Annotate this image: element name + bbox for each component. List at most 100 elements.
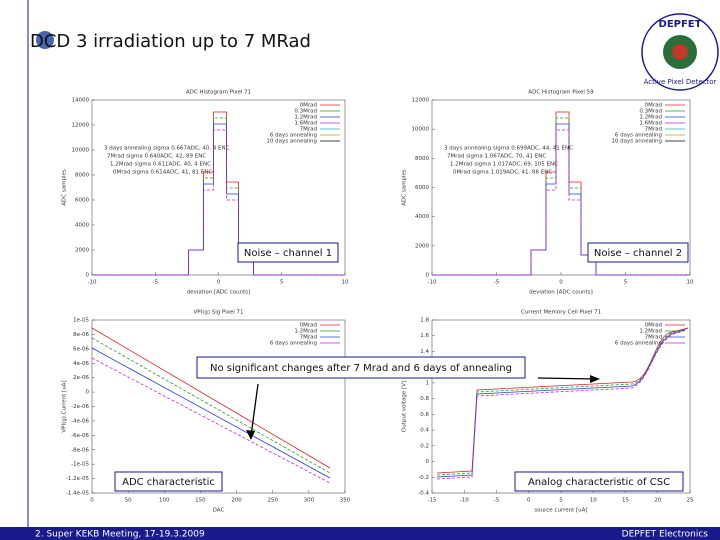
footer-right: DEPFET Electronics	[622, 530, 709, 540]
legend-label: 6 days annealing	[615, 133, 662, 139]
y-tick-label: 6000	[75, 198, 89, 204]
logo-center	[672, 44, 688, 60]
callout-box	[237, 242, 339, 263]
legend-label: 7Mrad	[300, 127, 317, 133]
plot: Current Memory Cell Pixel 71 source curre…	[402, 310, 694, 514]
curve	[436, 327, 689, 474]
legend-label: 0.3Mrad	[294, 109, 317, 115]
y-tick-label: 0.6	[420, 412, 429, 418]
fit-note: 0Mrad sigma 1.019ADC, 41, 86 ENC	[453, 170, 552, 176]
fit-note: 0Mrad sigma 0.614ADC, 41, 81 ENC	[113, 170, 212, 176]
callout-box	[587, 242, 689, 263]
y-tick-label: 2e-06	[73, 375, 89, 381]
y-axis-title: VPI(g) Current [uA]	[62, 380, 68, 432]
callout: Noise – channel 1	[244, 248, 332, 259]
legend-label: 1.2Mrad	[294, 115, 317, 121]
plot-title: ADC Histogram Pixel 59	[528, 90, 594, 96]
legend-label: 1.2Mrad	[639, 115, 662, 121]
y-tick-label: 2000	[415, 243, 429, 249]
y-tick-label: -6e-06	[71, 433, 89, 439]
x-tick-label: 300	[304, 498, 315, 504]
logo-bottom-text: Active Pixel Detector	[644, 78, 717, 86]
legend-label: 6 days annealing	[270, 341, 317, 347]
y-tick-label: -0.2	[418, 475, 429, 481]
x-tick-label: 0	[90, 498, 94, 504]
x-tick-label: -10	[428, 280, 437, 286]
callout: Noise – channel 2	[594, 248, 682, 259]
x-axis-title: deviation [ADC counts]	[187, 290, 251, 296]
center-callout-box	[196, 356, 526, 379]
arrow	[537, 377, 597, 380]
curve	[92, 129, 345, 276]
x-tick-label: -5	[494, 498, 500, 504]
y-tick-label: 1.4	[420, 349, 429, 355]
x-tick-label: 5	[280, 280, 284, 286]
legend-label: 0.3Mrad	[639, 109, 662, 115]
title-bullet	[36, 31, 54, 49]
x-tick-label: 10	[342, 280, 349, 286]
legend-label: 0Mrad	[645, 103, 662, 109]
curve	[91, 327, 331, 469]
x-tick-label: -5	[494, 280, 500, 286]
y-tick-label: 8000	[415, 156, 429, 162]
plot: ADC Histogram Pixel 59 deviation [ADC cou…	[402, 90, 694, 296]
y-tick-label: 0	[426, 459, 430, 465]
fit-note: 1.2Mrad sigma 0.611ADC, 40, 4 ENC	[110, 162, 211, 168]
y-tick-label: 1.8	[420, 318, 429, 324]
arrow-head	[590, 375, 600, 383]
y-axis-title: Output voltage [V]	[402, 381, 408, 432]
y-tick-label: 4e-06	[73, 361, 89, 367]
x-tick-label: 250	[267, 498, 278, 504]
x-tick-label: 100	[159, 498, 170, 504]
y-tick-label: 0	[426, 273, 430, 279]
x-tick-label: -15	[428, 498, 437, 504]
plot: VPI(g) Sig Pixel 71 DAC VPI(g) Current [uA…	[62, 310, 351, 514]
fit-note: 3 days annealing sigma 0.699ADC, 44, 41 …	[444, 146, 573, 152]
legend-label: 1.2Mrad	[294, 329, 317, 335]
arrow-head	[246, 430, 255, 440]
y-tick-label: 6e-06	[73, 346, 89, 352]
legend-label: 1.6Mrad	[639, 121, 662, 127]
curve	[91, 347, 331, 479]
x-tick-label: 20	[654, 498, 661, 504]
y-axis-title: ADC samples	[62, 169, 68, 206]
x-tick-label: 15	[622, 498, 629, 504]
slide-title: DCD 3 irradiation up to 7 MRad	[30, 31, 311, 52]
y-tick-label: 8000	[75, 173, 89, 179]
x-axis-title: source current [uA]	[534, 508, 587, 514]
x-tick-label: -5	[153, 280, 159, 286]
legend-label: 10 days annealing	[266, 139, 317, 145]
callout-box	[114, 471, 223, 492]
x-tick-label: 5	[559, 498, 563, 504]
curve	[436, 327, 689, 476]
legend-label: 6 days annealing	[615, 341, 662, 347]
x-tick-label: -10	[88, 280, 97, 286]
x-tick-label: 0	[527, 498, 531, 504]
y-tick-label: -4e-06	[71, 418, 89, 424]
fit-note: 3 days annealing sigma 0.667ADC, 40, 4 E…	[104, 146, 230, 152]
legend-label: 7Mrad	[645, 127, 662, 133]
y-tick-label: -8e-06	[71, 447, 89, 453]
x-tick-label: 350	[340, 498, 351, 504]
y-tick-label: 14000	[72, 98, 90, 104]
y-tick-label: 1	[426, 380, 430, 386]
x-tick-label: -10	[460, 498, 469, 504]
legend-label: 1.6Mrad	[294, 121, 317, 127]
fit-note: 1.2Mrad sigma 1.017ADC, 69, 105 ENC	[450, 162, 558, 168]
y-tick-label: -0.4	[418, 491, 429, 497]
y-tick-label: 2000	[75, 248, 89, 254]
legend-label: 7Mrad	[645, 335, 662, 341]
plot: ADC Histogram Pixel 71 deviation [ADC cou…	[62, 90, 349, 296]
x-tick-label: 10	[590, 498, 597, 504]
y-tick-label: 1e-05	[73, 318, 89, 324]
logo-top-text: DEPFET	[659, 19, 702, 30]
legend-label: 0Mrad	[300, 323, 317, 329]
callout-box	[514, 471, 684, 492]
footer-left: 2. Super KEKB Meeting, 17-19.3.2009	[35, 530, 205, 540]
legend-label: 1.2Mrad	[639, 329, 662, 335]
y-tick-label: 0.2	[420, 443, 429, 449]
callout: Analog characteristic of CSC	[528, 477, 670, 488]
logo: DEPFET Active Pixel Detector	[641, 13, 719, 91]
